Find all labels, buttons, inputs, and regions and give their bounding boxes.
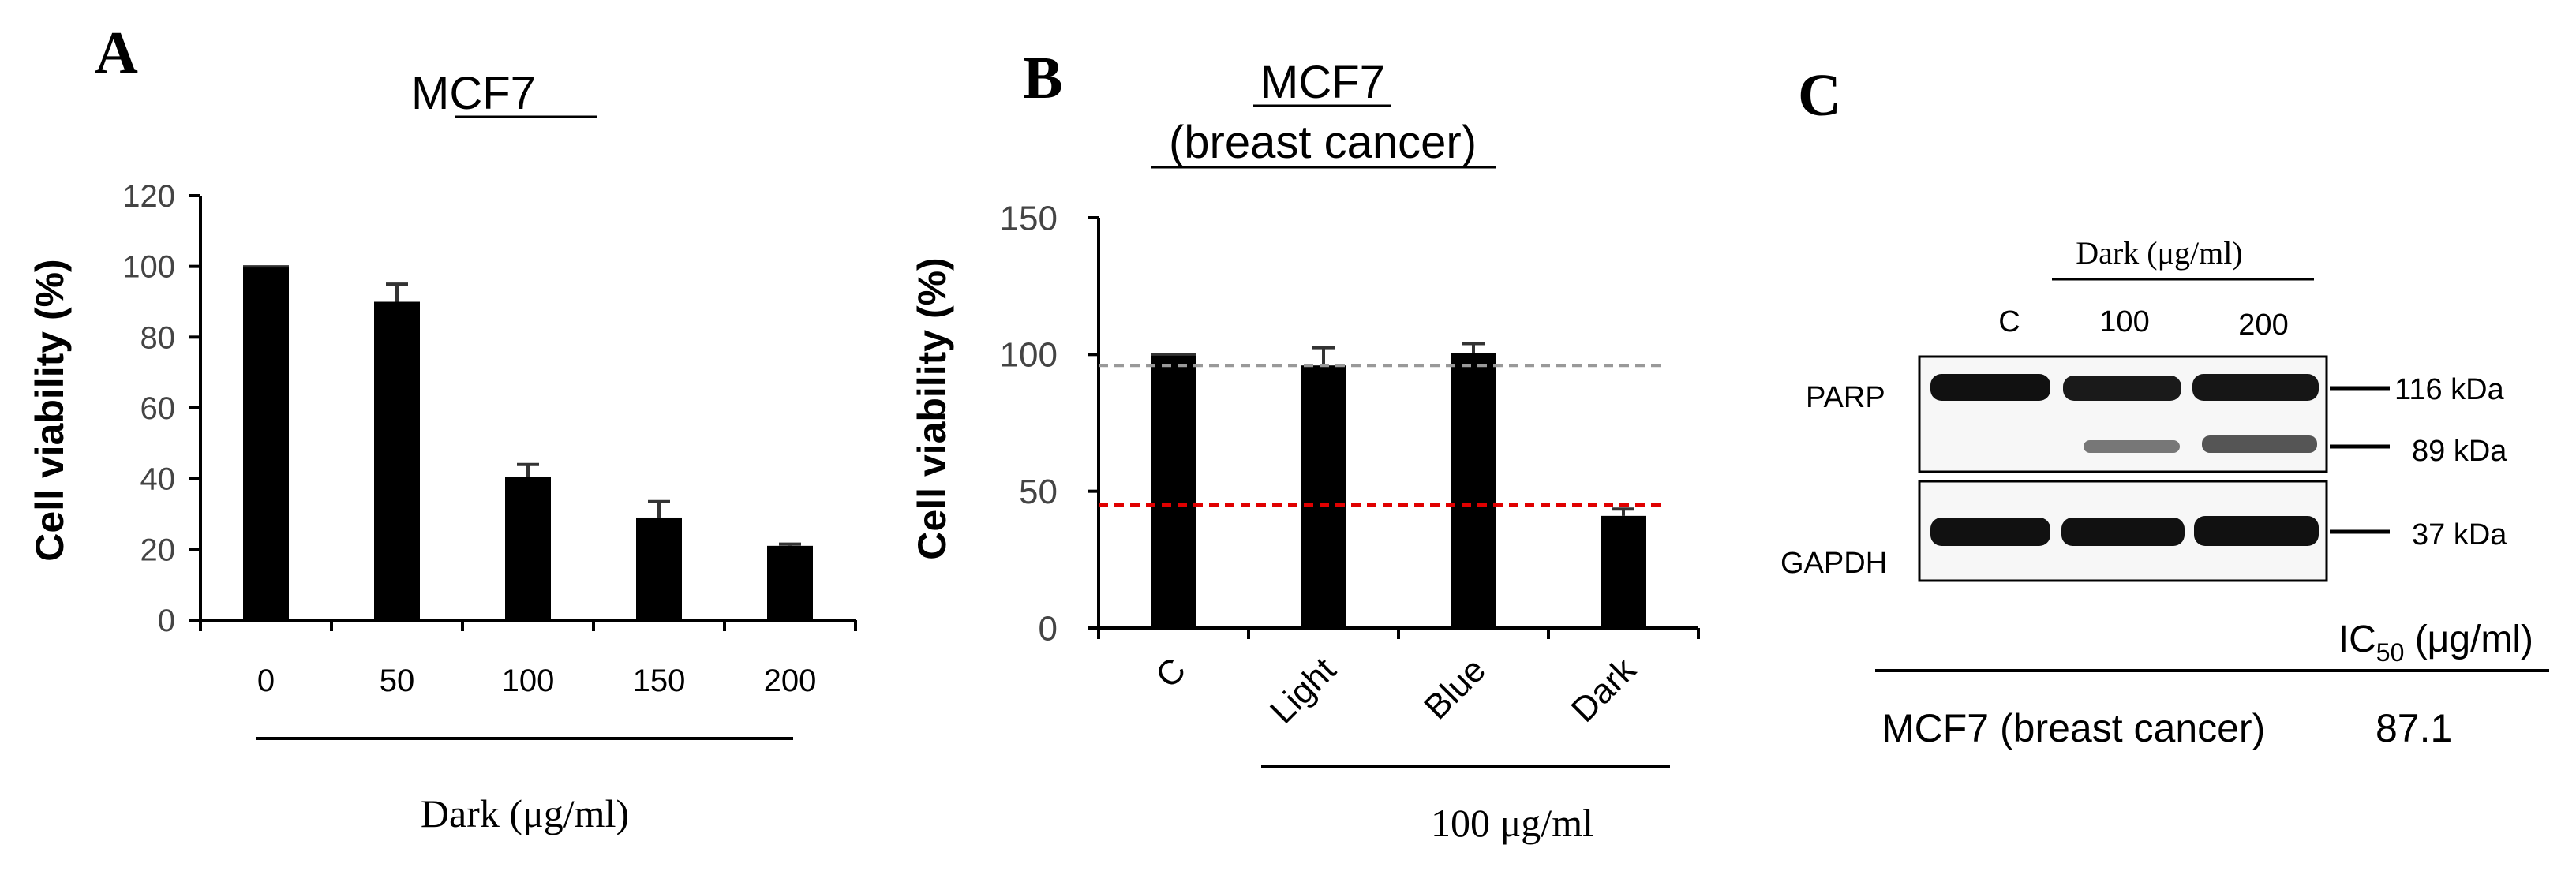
ic50-row-label: MCF7 (breast cancer)	[1881, 706, 2265, 750]
chart-a: 0 20 40 60 80 100 120 0 50 100 150 200	[122, 179, 857, 698]
panel-b-letter: B	[1023, 45, 1063, 111]
chart-a-y-tick-label: 120	[122, 179, 175, 214]
panel-b: B MCF7 (breast cancer) Cell viability (%…	[910, 45, 1700, 845]
ic50-row-value: 87.1	[2376, 706, 2452, 750]
chart-a-y-tick-label: 20	[140, 533, 176, 567]
panel-b-title-line2: (breast cancer)	[1169, 117, 1477, 168]
chart-a-bar	[767, 545, 813, 620]
chart-a-y-tick-label: 0	[158, 604, 175, 638]
chart-a-bar	[374, 301, 420, 620]
panel-a-group-label: Dark (μg/ml)	[421, 791, 629, 835]
chart-a-x-tick-label: 100	[502, 664, 555, 698]
chart-b-y-tick-label: 150	[1000, 199, 1058, 237]
chart-a-x-tick-label: 50	[380, 664, 415, 698]
marker-label-116: 116 kDa	[2394, 373, 2505, 406]
chart-a-y-tick-label: 60	[140, 391, 176, 426]
chart-a-bar	[243, 266, 289, 620]
lane-label-c: C	[1998, 305, 2020, 338]
chart-b-y-tick-label: 0	[1039, 609, 1058, 648]
chart-a-y-tick-label: 80	[140, 320, 176, 355]
panel-a: A MCF7 Cell viability (%) 0 20 40 60 80 100 12…	[28, 20, 857, 835]
ic50-header: IC50 (μg/ml)	[2338, 619, 2533, 667]
chart-b-bar	[1451, 353, 1496, 628]
panel-c-letter: C	[1798, 62, 1841, 129]
ic50-header-main: IC	[2338, 619, 2376, 660]
blot-header: Dark (μg/ml)	[2076, 235, 2242, 271]
chart-b-x-tick-label: Light	[1263, 650, 1343, 731]
chart-b-x-tick-label: Blue	[1417, 650, 1493, 727]
chart-b-y-tick-label: 50	[1019, 473, 1058, 511]
lane-label-100: 100	[2099, 305, 2149, 338]
panel-a-title: MCF7	[411, 68, 536, 119]
chart-a-x-tick-label: 150	[633, 664, 686, 698]
chart-a-y-tick-label: 40	[140, 462, 176, 497]
chart-a-bar	[505, 477, 551, 620]
chart-b: 0 50 100 150 C Light Blue Dark	[1000, 199, 1700, 731]
panel-b-ylabel: Cell viability (%)	[910, 257, 954, 559]
blot-gapdh-image	[1918, 480, 2328, 582]
chart-a-x-tick-label: 0	[257, 664, 275, 698]
chart-b-bar	[1301, 365, 1346, 628]
marker-label-89: 89 kDa	[2412, 435, 2507, 468]
chart-a-x-tick-label: 200	[764, 664, 817, 698]
panel-a-letter: A	[95, 20, 138, 86]
blot-parp-image	[1918, 355, 2328, 473]
chart-b-bar	[1151, 354, 1196, 628]
chart-a-y-tick-label: 100	[122, 250, 175, 285]
chart-b-bar	[1601, 515, 1646, 628]
panel-c: C Dark (μg/ml) C 100 200 PARP GAPDH 116 …	[1780, 62, 2549, 750]
blot-row-parp: PARP	[1806, 381, 1885, 414]
blot-row-gapdh: GAPDH	[1780, 547, 1887, 580]
panel-b-group-label: 100 μg/ml	[1431, 801, 1593, 845]
lane-label-200: 200	[2238, 308, 2288, 342]
panel-b-title-line1: MCF7	[1260, 57, 1385, 108]
chart-b-x-tick-label: Dark	[1564, 650, 1644, 730]
chart-b-x-tick-label: C	[1148, 650, 1193, 695]
panel-a-ylabel: Cell viability (%)	[28, 259, 72, 561]
ic50-header-sub: 50	[2376, 638, 2405, 667]
chart-a-bar	[636, 517, 682, 620]
marker-label-37: 37 kDa	[2412, 518, 2507, 551]
ic50-header-unit: (μg/ml)	[2404, 619, 2533, 660]
chart-b-y-tick-label: 100	[1000, 336, 1058, 375]
